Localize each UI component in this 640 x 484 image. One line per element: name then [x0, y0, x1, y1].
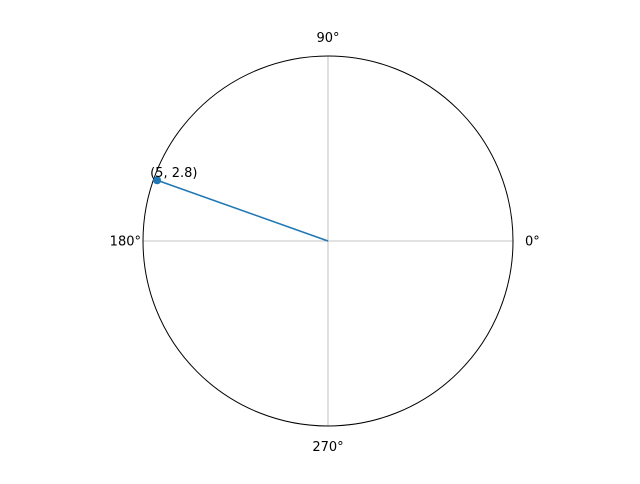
- frame-layer: [142, 55, 514, 427]
- polar-frame-circle: [142, 55, 514, 427]
- angular-tick-label-270: 270°: [312, 440, 343, 455]
- series-layer: [153, 176, 329, 242]
- angular-tick-label-90: 90°: [316, 31, 339, 46]
- series-line-0: [156, 179, 329, 242]
- annotation-layer: (5, 2.8): [150, 166, 197, 181]
- point-annotation: (5, 2.8): [150, 166, 197, 181]
- angular-tick-label-180: 180°: [110, 235, 141, 250]
- angular-tick-label-0: 0°: [525, 235, 540, 250]
- series-point-marker-0: [153, 176, 162, 185]
- tick-layer: 0° 90° 180° 270°: [110, 31, 540, 455]
- grid-layer: [143, 56, 513, 426]
